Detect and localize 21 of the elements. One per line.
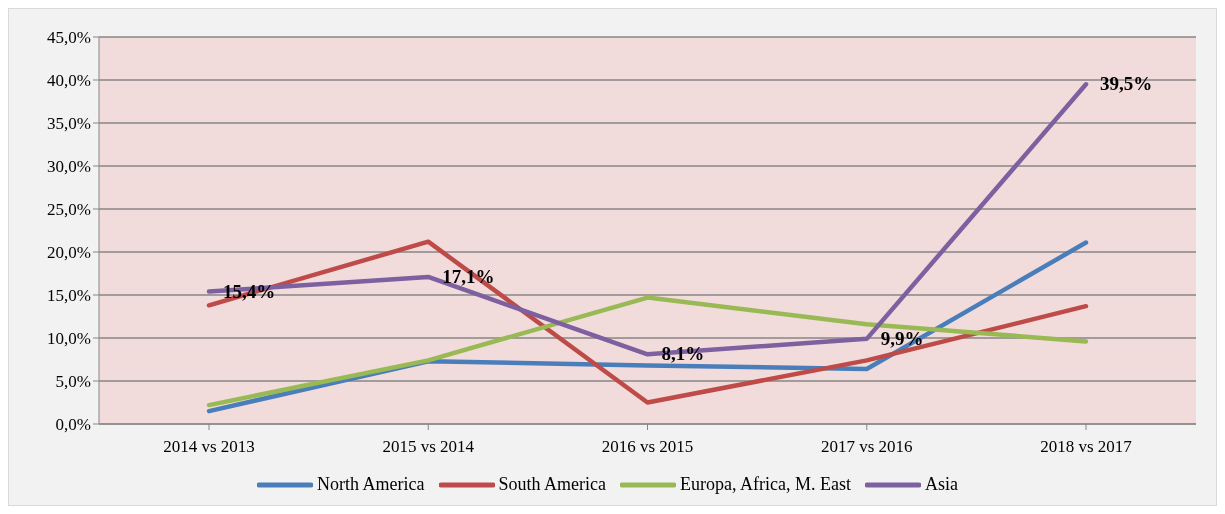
y-tick-label: 30,0% [47, 157, 91, 177]
x-tick-label: 2016 vs 2015 [601, 437, 694, 457]
x-tick-label: 2017 vs 2016 [820, 437, 913, 457]
y-tick-label: 20,0% [47, 243, 91, 263]
y-tick-label: 45,0% [47, 28, 91, 48]
y-tick-label: 35,0% [47, 114, 91, 134]
data-label: 8,1% [661, 343, 705, 365]
y-tick-label: 5,0% [55, 372, 91, 392]
y-tick-label: 15,0% [47, 286, 91, 306]
legend-label: Asia [924, 474, 958, 495]
x-tick-label: 2014 vs 2013 [163, 437, 255, 457]
data-label: 39,5% [1100, 73, 1153, 95]
legend-label: South America [498, 474, 606, 495]
y-tick-label: 40,0% [47, 71, 91, 91]
y-tick-label: 25,0% [47, 200, 91, 220]
x-tick-label: 2018 vs 2017 [1040, 437, 1133, 457]
legend-label: Europa, Africa, M. East [680, 474, 851, 495]
x-tick-label: 2015 vs 2014 [382, 437, 475, 457]
legend-label: North America [317, 474, 425, 495]
y-tick-label: 0,0% [55, 415, 91, 435]
y-tick-label: 10,0% [47, 329, 91, 349]
